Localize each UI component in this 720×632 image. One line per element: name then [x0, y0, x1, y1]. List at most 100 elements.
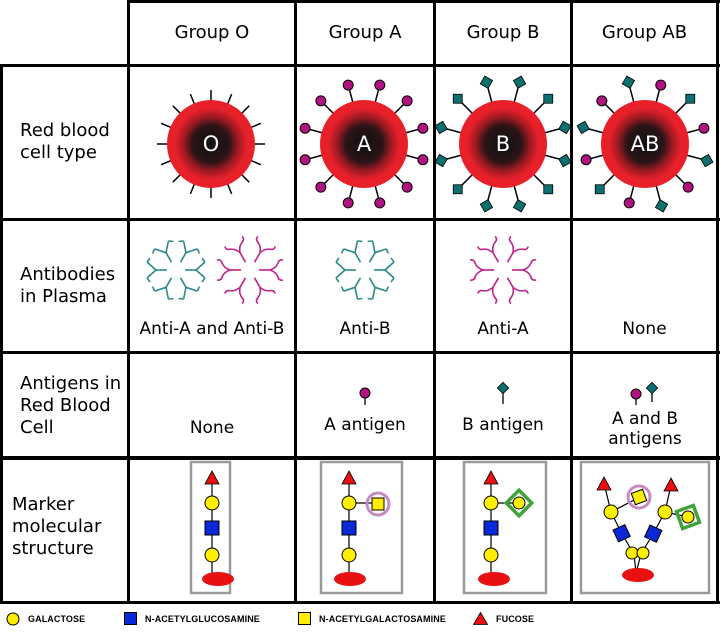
antibody-icon — [367, 240, 390, 263]
grid-line — [570, 0, 573, 604]
grid-line — [127, 0, 130, 604]
antigen-a-icon — [401, 181, 413, 193]
antigen-a-icon — [299, 154, 311, 166]
antibody-icon — [253, 235, 276, 263]
column-header-group-a: Group A — [328, 22, 402, 43]
legend-fucose: FUCOSE — [472, 611, 535, 625]
column-header-group-b: Group B — [466, 22, 540, 43]
antibody-icon — [340, 277, 363, 300]
grid-line — [0, 601, 720, 604]
grid-line — [716, 0, 719, 604]
antibody-icon — [224, 277, 247, 305]
structure-frame-o — [189, 460, 232, 595]
antigen-a-icon — [417, 122, 429, 134]
antigen-b-icon — [479, 75, 494, 89]
red-blood-cell-ab — [576, 75, 714, 213]
antibody-icon — [185, 257, 206, 283]
antibody-icon — [367, 277, 390, 300]
antigen-b-icon — [685, 93, 696, 104]
structure-frame-b — [462, 460, 548, 595]
red-blood-cell-a — [299, 79, 429, 209]
antibody-icon — [178, 277, 201, 300]
antibody-icon — [506, 235, 529, 263]
antigen-label-b: B antigen — [462, 415, 544, 435]
galnac-square-icon — [298, 612, 311, 625]
antibody-icon — [178, 240, 201, 263]
antigen-a-icon — [342, 79, 354, 91]
grid-line — [294, 0, 297, 604]
antigen-a-icon — [682, 181, 694, 193]
antigen-a-icon — [315, 181, 327, 193]
antigen-a-icon — [315, 95, 327, 107]
antibodies — [146, 235, 537, 305]
antigen-b-icon — [434, 120, 448, 135]
legend: GALACTOSE N-ACETYLGLUCOSAMINE N-ACETYLGA… — [0, 606, 720, 632]
antigen-icons — [359, 381, 659, 405]
antibody-icon — [146, 257, 167, 283]
structure-frame-a — [319, 460, 404, 595]
glycan-structures — [189, 460, 711, 595]
legend-galnac: N-ACETYLGALACTOSAMINE — [298, 612, 446, 625]
grid-line — [0, 64, 720, 67]
abo-table-grid — [0, 0, 720, 604]
antigen-b-icon — [452, 184, 463, 195]
antibody-cluster — [216, 235, 284, 305]
antigen-b-icon — [576, 120, 590, 135]
antibody-label-a: Anti-B — [339, 319, 391, 339]
legend-galactose: GALACTOSE — [6, 612, 85, 626]
legend-label: N-ACETYLGALACTOSAMINE — [319, 613, 446, 624]
legend-label: N-ACETYLGLUCOSAMINE — [145, 613, 260, 624]
antibody-icon — [151, 240, 174, 263]
antibody-label-b: Anti-A — [477, 319, 529, 339]
red-blood-cell-o — [157, 90, 265, 198]
antibody-icon — [253, 277, 276, 305]
antigen-b-icon — [543, 184, 554, 195]
antigen-icon-ab — [630, 381, 659, 405]
antibody-icon — [340, 240, 363, 263]
antigen-b-icon — [434, 153, 448, 168]
antigen-a-icon — [342, 197, 354, 209]
antigen-b-icon — [558, 153, 572, 168]
antibody-cluster — [469, 235, 537, 305]
fucose-triangle-icon — [472, 611, 489, 625]
red-blood-cells — [157, 75, 714, 213]
antigen-a-icon — [299, 122, 311, 134]
antigen-a-icon — [401, 95, 413, 107]
antigen-b-icon — [621, 75, 636, 89]
grid-line — [0, 351, 720, 354]
antibody-icon — [477, 277, 500, 305]
antigen-a-icon — [655, 79, 667, 91]
grid-line — [0, 218, 720, 221]
antibody-icon — [512, 259, 537, 281]
antigen-b-icon — [543, 93, 554, 104]
galactose-circle-icon — [6, 612, 20, 626]
antibody-icon — [477, 235, 500, 263]
antigen-a-icon — [374, 79, 386, 91]
glycan-ab — [596, 476, 702, 582]
structure-frame-ab — [579, 460, 711, 595]
row-header-cell-type: Red blood cell type — [20, 120, 110, 163]
antibody-cluster — [335, 240, 395, 300]
antibody-icon — [259, 259, 284, 281]
antigen-a-icon — [596, 95, 608, 107]
row-header-antigens: Antigens in Red Blood Cell — [20, 373, 122, 438]
legend-label: FUCOSE — [496, 613, 535, 624]
antigen-b-icon — [512, 199, 527, 213]
antigen-a-icon — [374, 197, 386, 209]
antibody-icon — [506, 277, 529, 305]
antigen-a-icon — [580, 154, 592, 166]
antigen-icon-b — [496, 381, 510, 404]
antibody-label-o: Anti-A and Anti-B — [139, 319, 285, 339]
antibody-icon — [374, 257, 395, 283]
antigen-b-icon — [479, 199, 494, 213]
glycan-b — [478, 470, 535, 586]
antigen-icon-a — [359, 387, 371, 405]
antibody-label-ab: None — [622, 319, 667, 339]
antibody-icon — [216, 259, 241, 281]
antigen-b-icon — [512, 75, 527, 89]
antibody-icon — [335, 257, 356, 283]
glcnac-square-icon — [124, 612, 137, 625]
grid-line — [0, 456, 720, 460]
antigen-b-icon — [594, 184, 605, 195]
legend-glcnac: N-ACETYLGLUCOSAMINE — [124, 612, 260, 625]
